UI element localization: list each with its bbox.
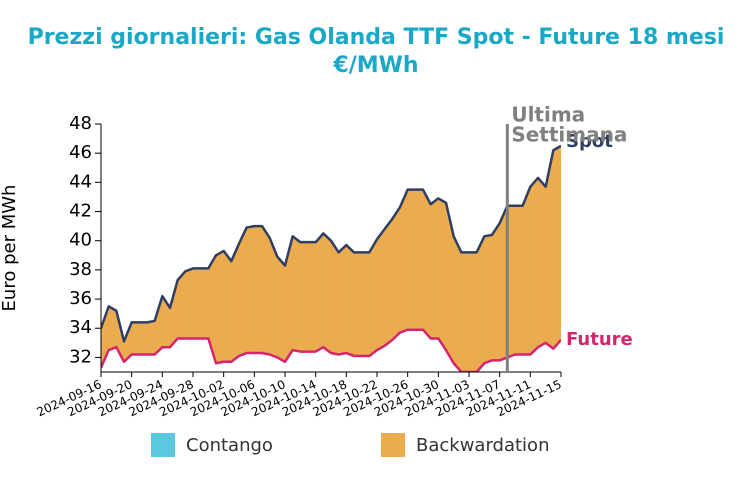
fill-area [185, 267, 194, 339]
fill-area [376, 228, 385, 351]
y-tick-label: 46 [69, 142, 92, 163]
fill-area [292, 235, 301, 352]
annotation-text: Ultima [511, 103, 585, 127]
fill-area [353, 252, 362, 357]
fill-area [361, 252, 370, 357]
y-tick-label: 42 [69, 201, 92, 222]
fill-area [238, 227, 247, 357]
fill-area [399, 189, 408, 334]
fill-area [277, 255, 286, 363]
y-tick-label: 44 [69, 171, 92, 192]
fill-area [146, 320, 155, 355]
fill-area [215, 250, 224, 364]
y-tick-label: 38 [69, 259, 92, 280]
fill-area [192, 268, 201, 339]
fill-area [369, 238, 378, 357]
y-tick-label: 32 [69, 346, 92, 367]
legend-label: Backwardation [416, 435, 549, 456]
fill-area [338, 244, 347, 355]
y-tick-label: 48 [69, 113, 92, 134]
fill-area [330, 239, 339, 355]
fill-area [553, 145, 561, 350]
y-tick-label: 36 [69, 288, 92, 309]
fill-area [514, 205, 523, 355]
legend-swatch [151, 433, 175, 457]
y-tick-label: 34 [69, 317, 92, 338]
legend-label: Contango [186, 435, 273, 456]
fill-area [468, 252, 477, 372]
chart-subtitle: €/MWh [332, 53, 418, 78]
fill-area [200, 268, 209, 339]
fill-area [261, 225, 270, 355]
annotation-text: Settimana [511, 123, 627, 147]
fill-area [491, 222, 500, 361]
fill-area [392, 206, 401, 341]
fill-area [323, 232, 332, 354]
series-line [101, 144, 561, 343]
fill-area [300, 241, 309, 352]
series-label: Future [566, 329, 633, 350]
fill-area [430, 197, 439, 339]
fill-area [461, 252, 470, 372]
series-line [101, 328, 561, 372]
fill-area [453, 236, 462, 372]
fill-area [407, 189, 416, 330]
fill-area [384, 217, 393, 347]
fill-area [476, 236, 485, 372]
fill-area [139, 322, 148, 355]
y-axis-label: Euro per MWh [0, 185, 20, 312]
fill-area [254, 225, 263, 354]
fill-area [422, 189, 431, 340]
y-tick-label: 40 [69, 230, 92, 251]
fill-area [307, 241, 316, 352]
fill-area [484, 234, 493, 364]
fill-area [131, 322, 140, 355]
series-label: Spot [566, 131, 613, 152]
fill-area [108, 305, 117, 351]
fill-area [537, 177, 546, 348]
fill-area [315, 232, 324, 353]
plot-area [101, 144, 561, 372]
fill-area [223, 250, 232, 363]
fill-area [246, 225, 255, 354]
fill-area [522, 186, 531, 355]
legend-swatch [381, 433, 405, 457]
fill-area [346, 244, 355, 357]
chart-title: Prezzi giornalieri: Gas Olanda TTF Spot … [28, 25, 725, 50]
fill-area [415, 189, 424, 330]
fill-area [438, 197, 447, 352]
fill-area [530, 177, 539, 356]
fill-area [177, 270, 186, 339]
